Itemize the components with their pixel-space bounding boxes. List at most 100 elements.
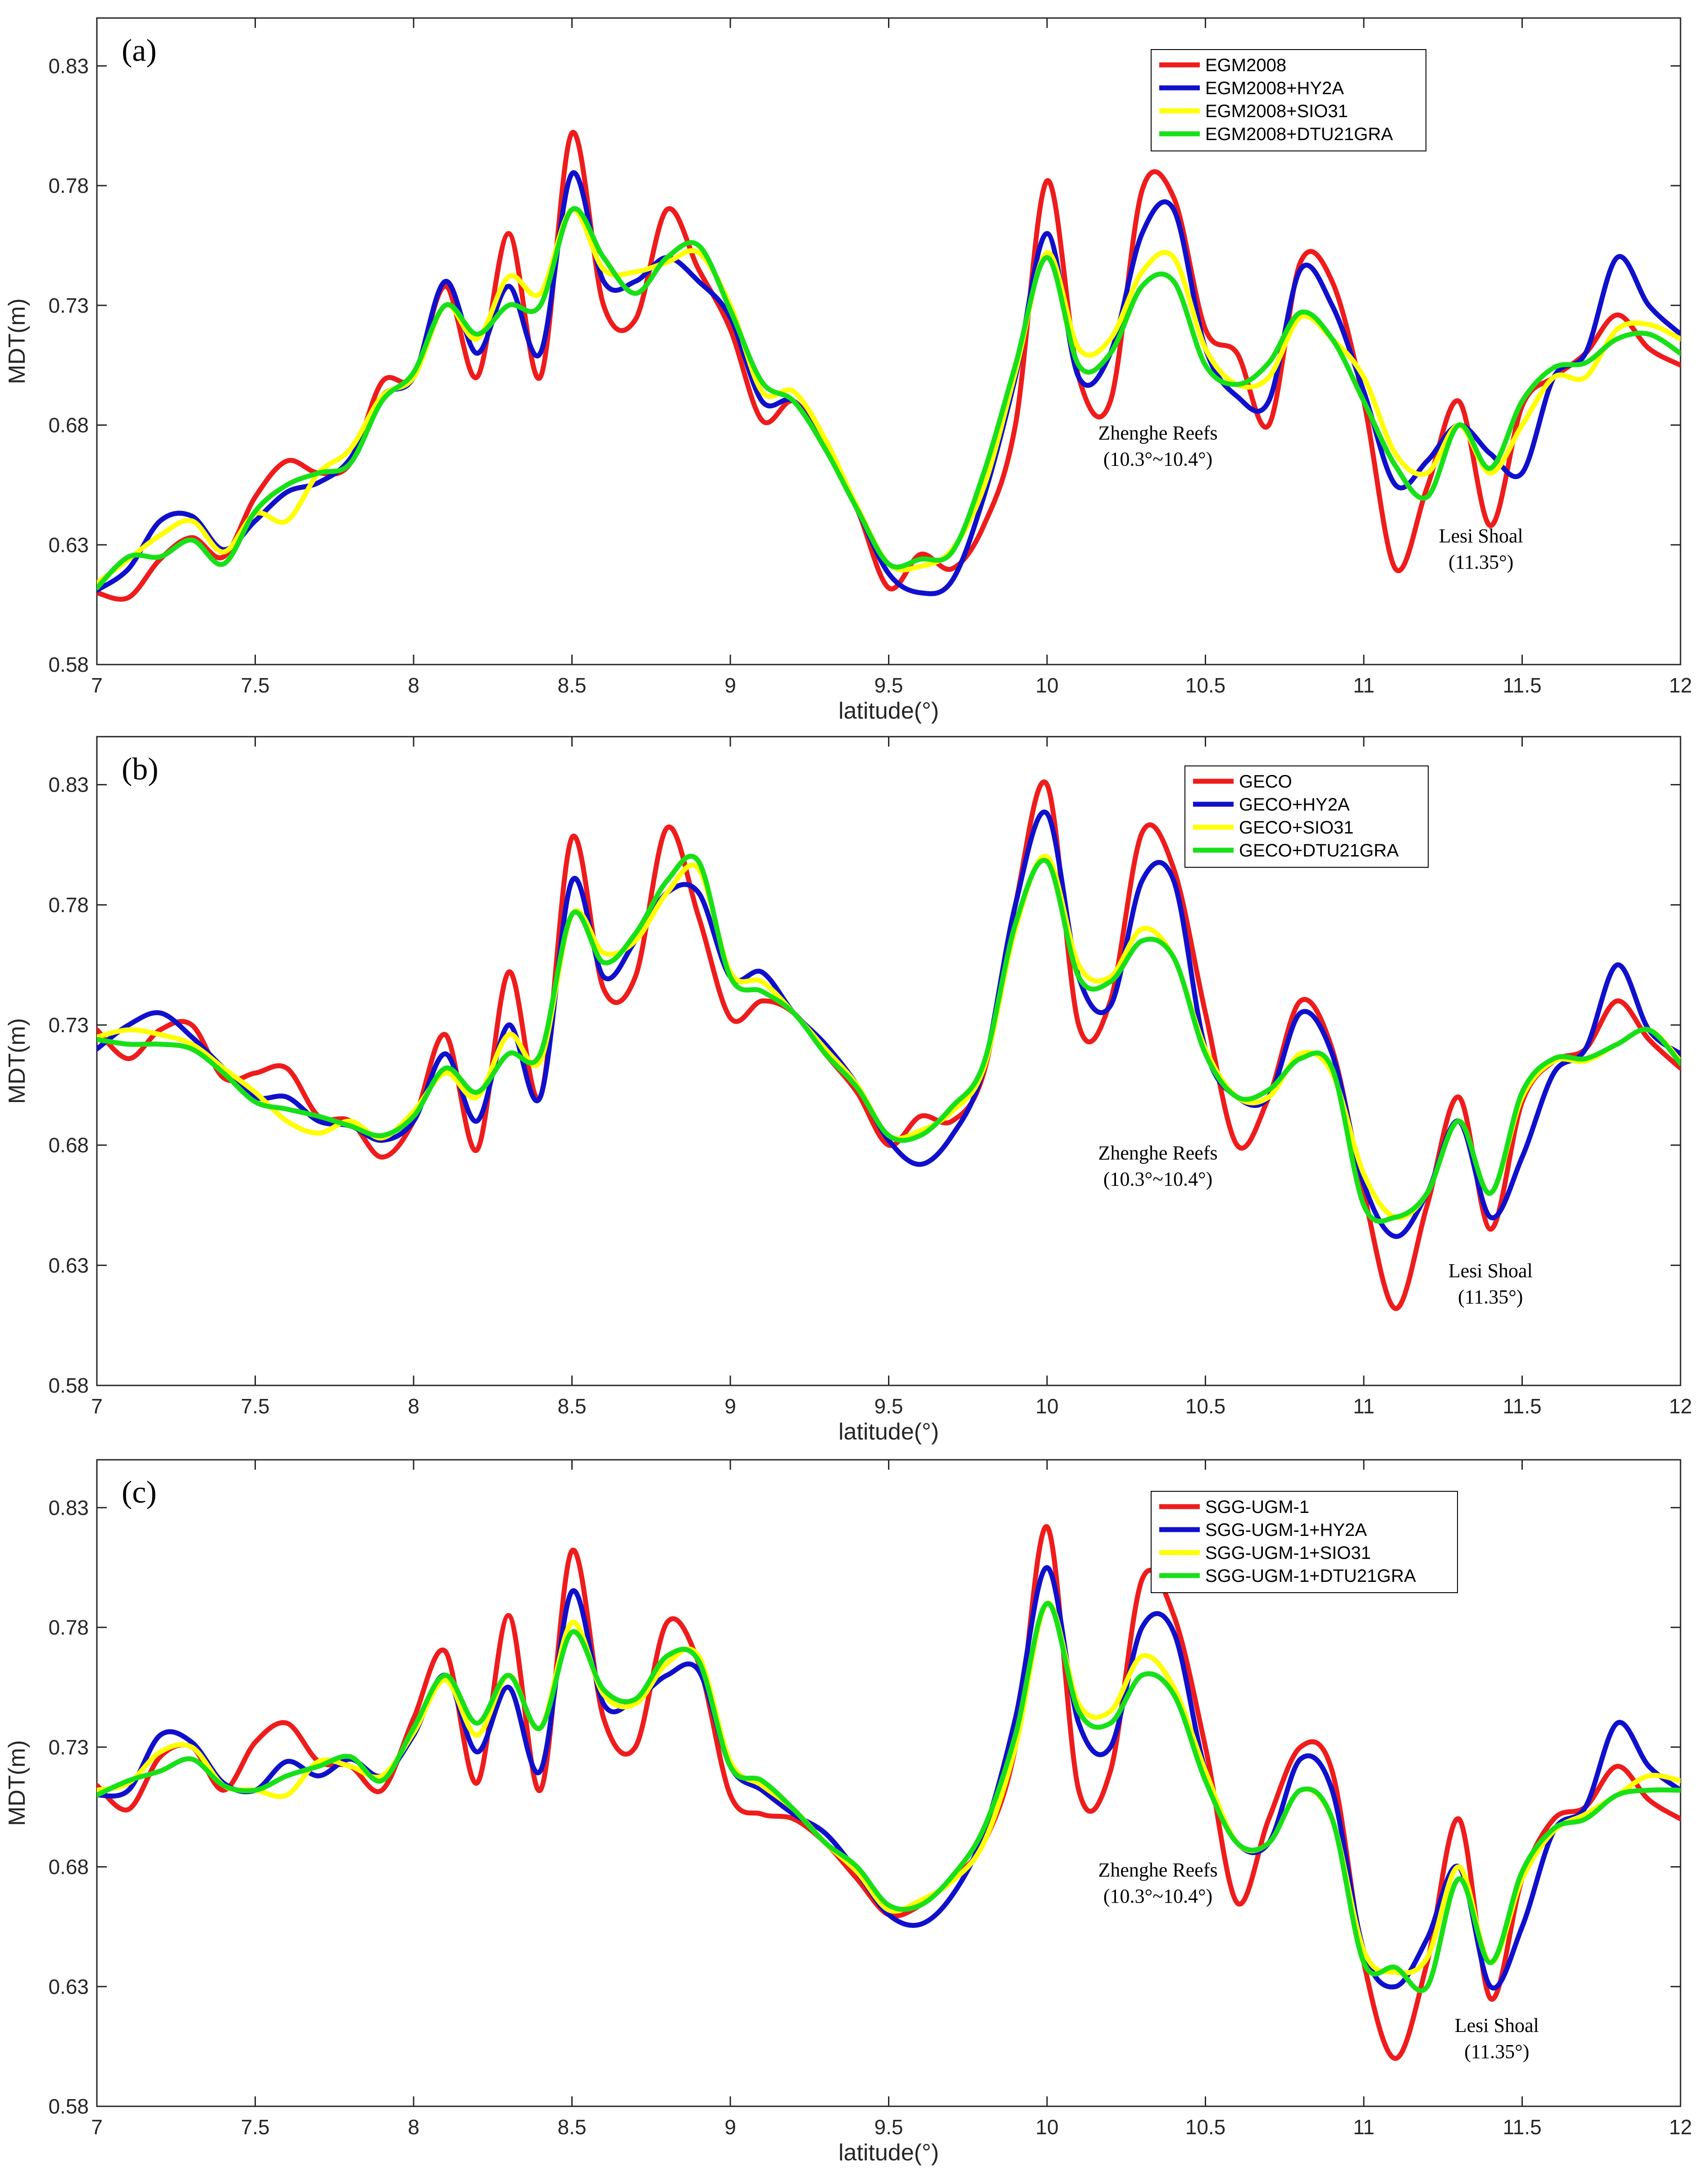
- legend-label: SGG-UGM-1+HY2A: [1205, 1520, 1367, 1540]
- x-tick-label: 7: [91, 674, 103, 697]
- legend: GECO GECO+HY2A GECO+SIO31 GECO+DTU21GRA: [1184, 765, 1429, 868]
- x-tick-label: 9.5: [874, 2115, 903, 2139]
- annotation-text: Lesi Shoal: [1455, 2014, 1539, 2036]
- x-tick-label: 10: [1035, 1394, 1058, 1418]
- x-tick-label: 7.5: [241, 2115, 270, 2139]
- x-tick-label: 11: [1353, 2115, 1375, 2139]
- series-lines: [97, 1524, 1681, 2061]
- legend-label: SGG-UGM-1: [1205, 1497, 1309, 1517]
- x-tick-label: 11: [1353, 674, 1375, 697]
- y-tick-label: 0.83: [48, 54, 89, 77]
- legend-label: EGM2008: [1205, 55, 1286, 75]
- x-tick-label: 9: [724, 674, 736, 697]
- x-tick-label: 8.5: [558, 1394, 587, 1418]
- x-tick-label: 12: [1669, 1394, 1692, 1418]
- x-tick-label: 9.5: [874, 1394, 903, 1418]
- y-tick-label: 0.63: [48, 1253, 89, 1277]
- legend-box: [1151, 1491, 1458, 1593]
- annotation-text: (10.3°~10.4°): [1103, 1885, 1212, 1907]
- y-axis-title: MDT(m): [4, 298, 30, 384]
- annotation-text: Lesi Shoal: [1439, 525, 1523, 547]
- legend: SGG-UGM-1 SGG-UGM-1+HY2A SGG-UGM-1+SIO31 SG…: [1151, 1491, 1458, 1593]
- legend-label: EGM2008+DTU21GRA: [1205, 124, 1393, 144]
- x-tick-label: 9.5: [874, 674, 903, 697]
- legend: EGM2008 EGM2008+HY2A EGM2008+SIO31 EGM2008+…: [1151, 49, 1426, 151]
- x-tick-label: 11.5: [1503, 2115, 1541, 2139]
- annotation-text: (11.35°): [1458, 1286, 1523, 1308]
- y-tick-label: 0.58: [48, 653, 89, 676]
- x-tick-label: 8: [408, 1394, 419, 1418]
- x-tick-label: 10.5: [1185, 1394, 1226, 1418]
- x-tick-label: 11.5: [1503, 1394, 1541, 1418]
- x-tick-label: 7.5: [241, 674, 270, 697]
- x-tick-label: 10.5: [1185, 674, 1226, 697]
- plot-frame: [96, 736, 1681, 1386]
- chart-panel-1: 7 7.5 8 8.5 9 9.5 10 10.5 11 11.5 12 0.58 0.63 0.68 0.…: [4, 17, 1692, 724]
- annotation-text: Zhenghe Reefs: [1098, 1142, 1217, 1164]
- x-tick-label: 11.5: [1503, 674, 1541, 697]
- annotation-text: Zhenghe Reefs: [1098, 1859, 1217, 1881]
- legend-label: EGM2008+HY2A: [1205, 78, 1344, 98]
- x-tick-label: 12: [1669, 674, 1692, 697]
- y-tick-label: 0.58: [48, 1374, 89, 1397]
- x-tick-label: 8: [408, 2115, 419, 2139]
- annotation-text: (10.3°~10.4°): [1103, 1168, 1212, 1190]
- x-tick-label: 10: [1035, 674, 1058, 697]
- annotation-text: (11.35°): [1464, 2041, 1529, 2063]
- y-tick-label: 0.78: [48, 174, 89, 197]
- y-tick-label: 0.63: [48, 1975, 89, 1998]
- annotation-text: (10.3°~10.4°): [1103, 448, 1212, 470]
- x-tick-label: 10: [1035, 2115, 1058, 2139]
- legend-label: GECO+SIO31: [1239, 818, 1354, 838]
- x-tick-label: 10.5: [1185, 2115, 1226, 2139]
- panel-label: (c): [122, 1475, 157, 1510]
- legend-label: GECO+HY2A: [1239, 795, 1350, 815]
- panel-label: (a): [122, 33, 157, 68]
- panel-label: (b): [122, 752, 159, 787]
- annotation-text: Zhenghe Reefs: [1098, 422, 1217, 444]
- y-tick-label: 0.73: [48, 294, 89, 317]
- x-axis-title: latitude(°): [838, 1419, 939, 1445]
- plot-frame: [96, 17, 1681, 665]
- x-tick-label: 7.5: [241, 1394, 270, 1418]
- x-tick-label: 7: [91, 1394, 103, 1418]
- y-tick-label: 0.78: [48, 893, 89, 916]
- x-tick-label: 9: [724, 2115, 736, 2139]
- y-tick-label: 0.68: [48, 1855, 89, 1879]
- legend-label: GECO+DTU21GRA: [1239, 841, 1399, 861]
- x-axis-title: latitude(°): [838, 698, 939, 724]
- series-lines: [97, 779, 1681, 1311]
- y-tick-label: 0.73: [48, 1736, 89, 1759]
- x-axis-title: latitude(°): [838, 2140, 939, 2166]
- x-tick-label: 9: [724, 1394, 736, 1418]
- series-lines: [97, 130, 1681, 602]
- y-axis-title: MDT(m): [4, 1018, 30, 1104]
- x-tick-label: 12: [1669, 2115, 1692, 2139]
- x-tick-label: 8.5: [558, 674, 587, 697]
- y-tick-label: 0.68: [48, 414, 89, 437]
- series-line-geco: [97, 779, 1681, 1311]
- y-tick-label: 0.83: [48, 773, 89, 797]
- y-tick-label: 0.63: [48, 533, 89, 556]
- y-tick-label: 0.68: [48, 1134, 89, 1157]
- series-line-sgg-ugm-1-dtu21gra: [97, 1601, 1681, 1993]
- y-tick-label: 0.73: [48, 1013, 89, 1037]
- y-tick-label: 0.83: [48, 1496, 89, 1519]
- x-tick-label: 8.5: [558, 2115, 587, 2139]
- series-line-geco-dtu21gra: [97, 853, 1681, 1224]
- y-tick-label: 0.78: [48, 1616, 89, 1639]
- legend-label: SGG-UGM-1+DTU21GRA: [1205, 1566, 1416, 1586]
- legend-label: EGM2008+SIO31: [1205, 101, 1348, 121]
- chart-panel-3: 7 7.5 8 8.5 9 9.5 10 10.5 11 11.5 12 0.58 0.63 0.68 0.…: [4, 1459, 1692, 2166]
- x-tick-label: 11: [1353, 1394, 1375, 1418]
- chart-panel-2: 7 7.5 8 8.5 9 9.5 10 10.5 11 11.5 12 0.58 0.63 0.68 0.…: [4, 736, 1692, 1445]
- legend-label: GECO: [1239, 772, 1292, 792]
- y-axis-title: MDT(m): [4, 1740, 30, 1826]
- y-tick-label: 0.58: [48, 2095, 89, 2118]
- x-tick-label: 7: [91, 2115, 103, 2139]
- legend-label: SGG-UGM-1+SIO31: [1205, 1543, 1371, 1563]
- x-tick-label: 8: [408, 674, 419, 697]
- series-line-egm2008-dtu21gra: [97, 206, 1681, 591]
- annotation-text: (11.35°): [1448, 551, 1513, 573]
